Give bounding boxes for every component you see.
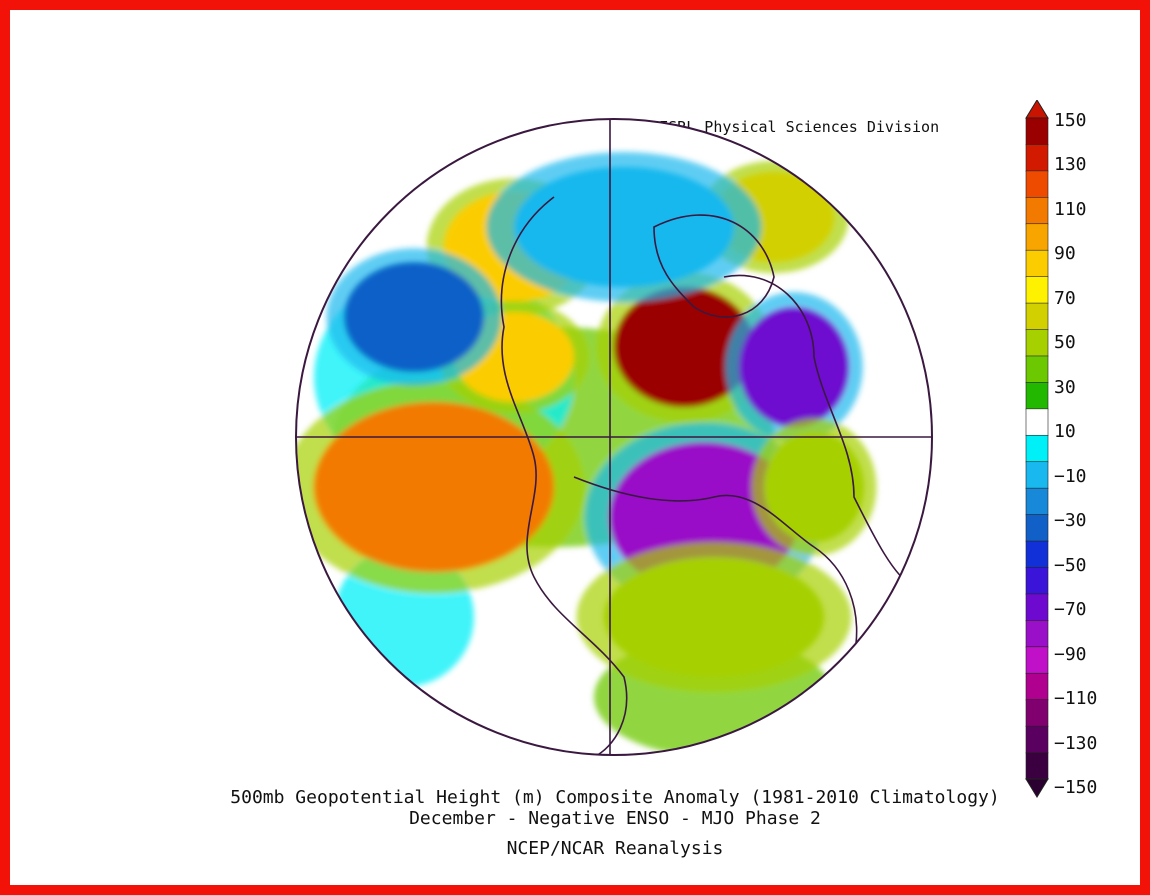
colorbar-top-triangle (1025, 100, 1049, 119)
anomaly-central-asia-trough (739, 307, 849, 427)
colorbar-segment (1025, 567, 1049, 595)
colorbar (1025, 100, 1049, 798)
colorbar-segment (1025, 540, 1049, 569)
colorbar-label: −70 (1054, 599, 1087, 621)
colorbar-segment (1025, 593, 1049, 622)
colorbar-label: −30 (1054, 510, 1087, 532)
anomaly-north-africa-ridge (764, 432, 864, 542)
colorbar-segment (1025, 249, 1049, 278)
colorbar-label: 90 (1054, 243, 1076, 265)
colorbar-label: 30 (1054, 376, 1076, 398)
coastline-eurasia (723, 274, 915, 588)
colorbar-segment (1025, 302, 1049, 331)
colorbar-label: −130 (1054, 732, 1098, 754)
colorbar-segment (1025, 434, 1049, 463)
caption-line-3: NCEP/NCAR Reanalysis (506, 838, 724, 859)
polar-map (295, 118, 933, 756)
colorbar-label: 10 (1054, 421, 1076, 443)
colorbar-segment (1025, 117, 1049, 146)
colorbar-segment (1025, 329, 1049, 357)
colorbar-segment (1025, 514, 1049, 542)
colorbar-label: −50 (1054, 554, 1087, 576)
colorbar-label: 150 (1054, 110, 1087, 131)
colorbar-label: 110 (1054, 198, 1087, 220)
colorbar-segment (1025, 382, 1049, 410)
colorbar-label: 50 (1054, 332, 1076, 354)
coastline-asia-south (573, 476, 858, 658)
colorbar-bottom-triangle (1025, 778, 1049, 798)
colorbar-segment (1025, 223, 1049, 252)
colorbar-label: −110 (1054, 688, 1098, 710)
colorbar-segment (1025, 170, 1049, 199)
anomaly-north-pacific-ridge (314, 402, 554, 572)
caption-line-2: December - Negative ENSO - MJO Phase 2 (409, 808, 821, 829)
colorbar-segment (1025, 646, 1049, 675)
colorbar-segment (1025, 197, 1049, 225)
colorbar-segment (1025, 620, 1049, 648)
colorbar-segment (1025, 487, 1049, 516)
colorbar-label: −150 (1054, 777, 1098, 798)
anomaly-eastern-pacific-trough (514, 167, 734, 287)
coastline-greenland (653, 214, 775, 318)
anomaly-southern-asia-ridge (604, 557, 824, 677)
colorbar-segment (1025, 144, 1049, 172)
colorbar-label: −10 (1054, 465, 1087, 487)
colorbar-segment (1025, 276, 1049, 304)
colorbar-label: −90 (1054, 643, 1087, 665)
colorbar-segment (1025, 752, 1049, 780)
colorbar-segment (1025, 461, 1049, 489)
coastline-north-america (500, 196, 628, 755)
caption-line-1: 500mb Geopotential Height (m) Composite … (230, 787, 1000, 808)
colorbar-segment (1025, 672, 1049, 701)
colorbar-segment (1025, 699, 1049, 727)
map-outline-circle (295, 118, 933, 756)
colorbar-segment (1025, 408, 1049, 437)
colorbar-label: 70 (1054, 287, 1076, 309)
anomaly-southwest-atlantic-trough (344, 262, 484, 372)
colorbar-segment (1025, 355, 1049, 384)
colorbar-label: 130 (1054, 154, 1087, 176)
colorbar-segment (1025, 725, 1049, 754)
